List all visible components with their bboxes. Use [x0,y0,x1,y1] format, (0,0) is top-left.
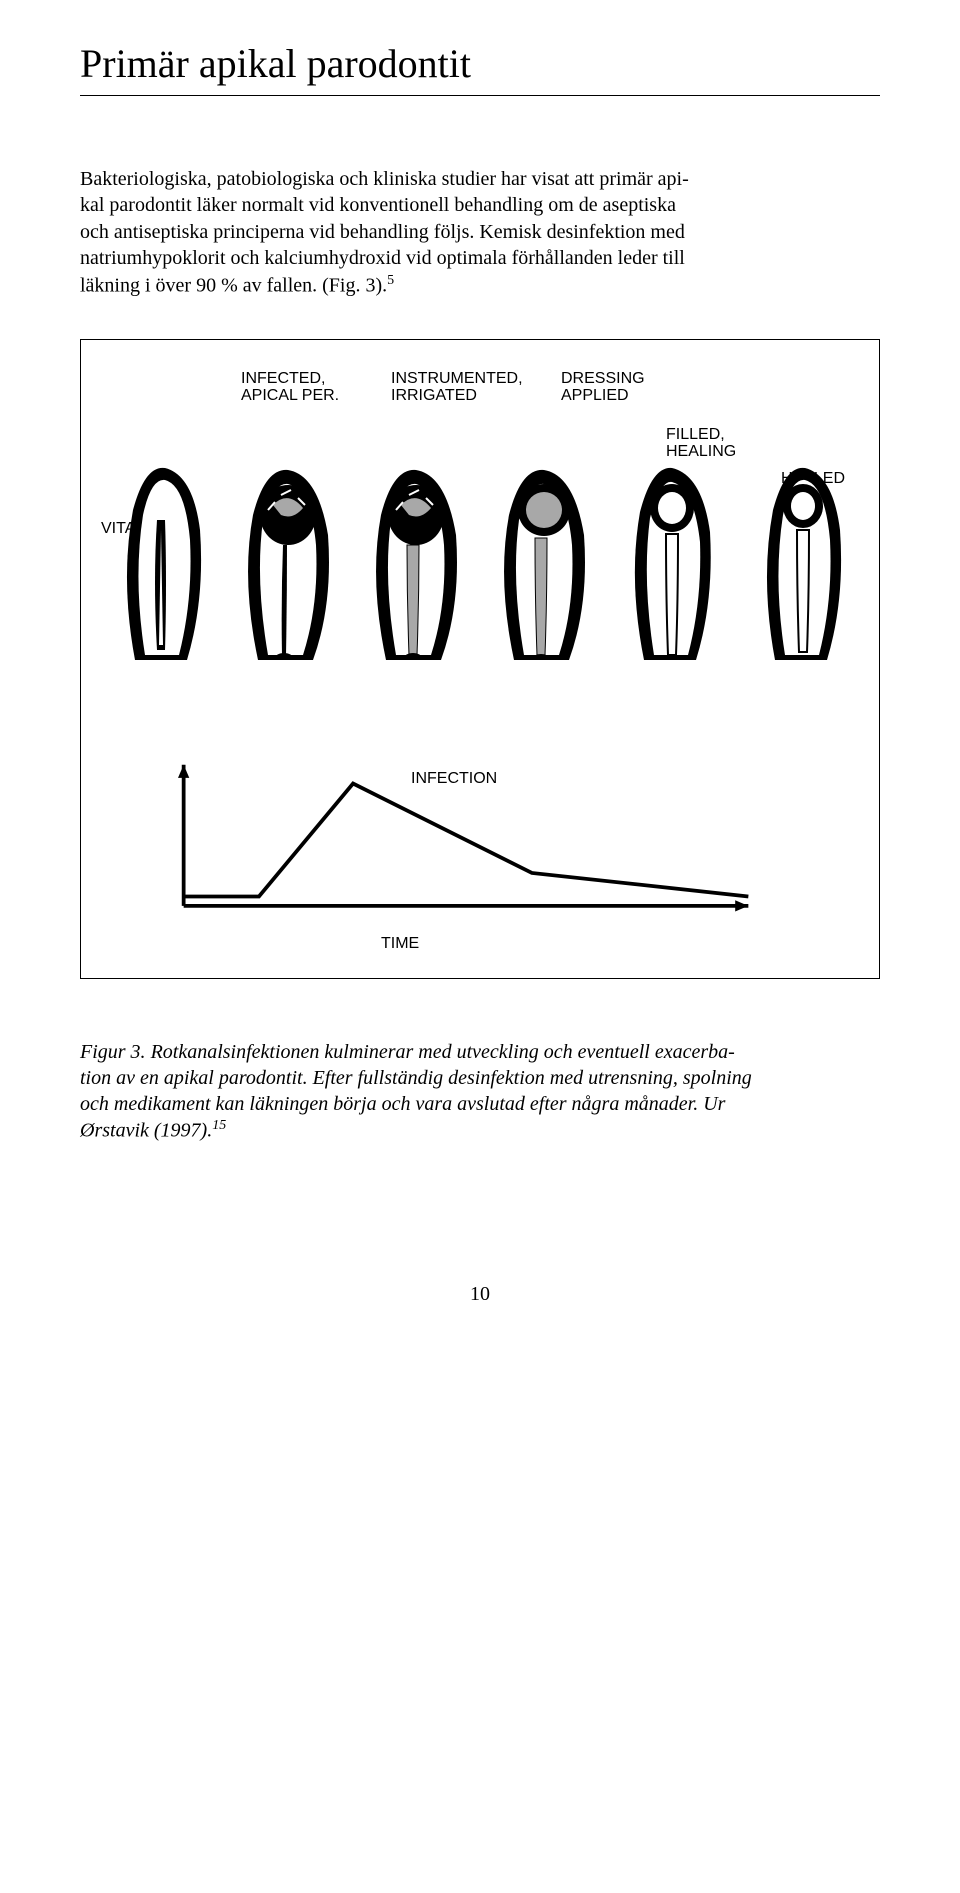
figure-caption: Figur 3. Rotkanalsinfektionen kulminerar… [80,1039,880,1144]
body-superscript: 5 [387,273,394,288]
tooth-filled [613,460,731,660]
label-infected: INFECTED, APICAL PER. [241,370,339,405]
tooth-icon [755,460,845,660]
label-instrumented: INSTRUMENTED, IRRIGATED [391,370,523,405]
body-paragraph: Bakteriologiska, patobiologiska och klin… [80,166,880,299]
tooth-icon [233,460,343,660]
chart-arrow-right [735,900,748,911]
caption-line: tion av en apikal parodontit. Efter full… [80,1067,752,1089]
tooth-icon [489,460,599,660]
body-line: läkning i över 90 % av fallen. (Fig. 3). [80,274,387,296]
tooth-instrumented [357,460,475,660]
chart-arrow-up [178,764,189,777]
tooth-icon [361,460,471,660]
chart-infection-line [184,783,749,896]
tooth-vital [101,460,219,660]
tooth-healed [741,460,859,660]
caption-superscript: 15 [212,1118,226,1133]
tooth-infected [229,460,347,660]
caption-lead: Figur 3. [80,1041,151,1063]
tooth-diagram-row [101,450,859,660]
tooth-icon [622,460,722,660]
label-time: TIME [381,935,419,953]
body-line: natriumhypoklorit och kalciumhydroxid vi… [80,247,685,269]
body-line: Bakteriologiska, patobiologiska och klin… [80,168,689,190]
body-line: kal parodontit läker normalt vid konvent… [80,194,676,216]
body-line: och antiseptiska principerna vid behandl… [80,221,685,243]
caption-line: Rotkanalsinfektionen kulminerar med utve… [151,1041,735,1063]
page-title: Primär apikal parodontit [80,40,880,87]
tooth-icon [115,460,205,660]
title-divider [80,95,880,96]
caption-line: Ørstavik (1997). [80,1119,212,1141]
label-dressing: DRESSING APPLIED [561,370,645,405]
figure-3: VITAL INFECTED, APICAL PER. INSTRUMENTED… [80,339,880,979]
infection-time-chart [161,760,761,920]
tooth-dressing [485,460,603,660]
page-number: 10 [80,1283,880,1306]
caption-line: och medikament kan läkningen börja och v… [80,1093,725,1115]
